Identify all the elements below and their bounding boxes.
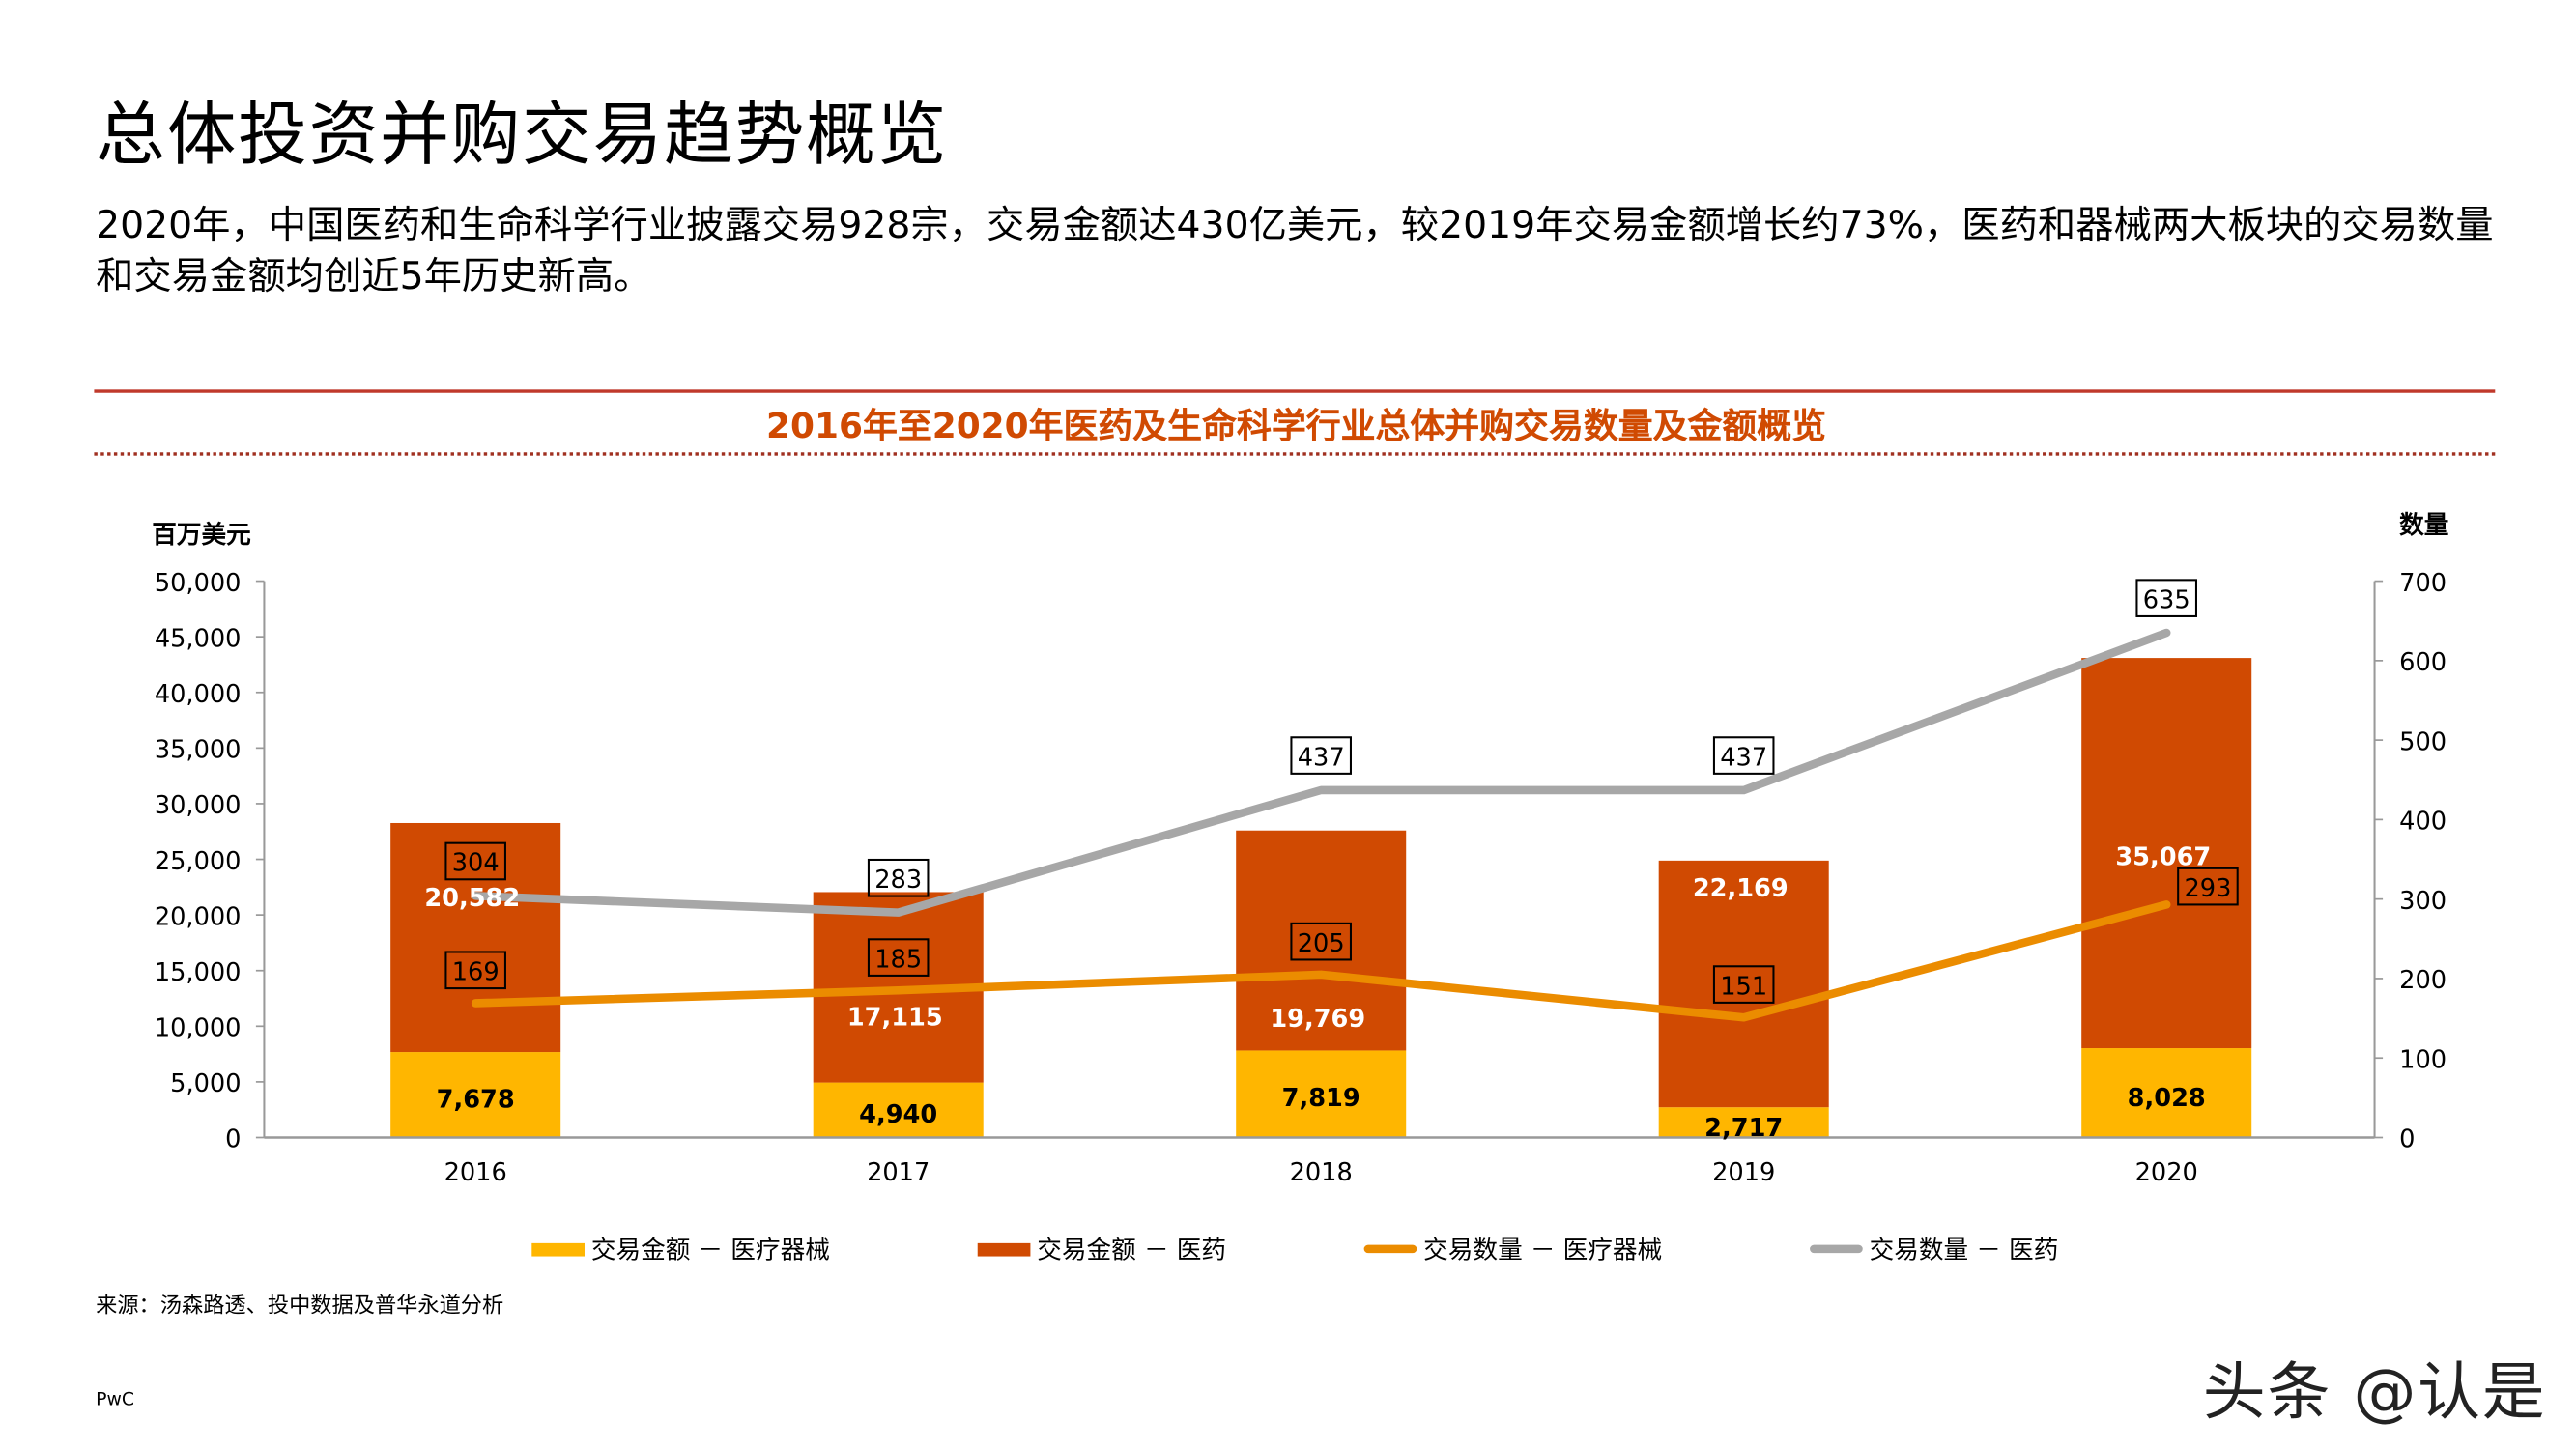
data-label-pharma: 17,115 (847, 1003, 943, 1032)
data-label-count-device-box (1290, 922, 1352, 961)
x-tick-label: 2018 (1290, 1158, 1353, 1187)
x-tick-label: 2017 (867, 1158, 930, 1187)
y-tick-label-right: 700 (2399, 569, 2447, 598)
data-label-count-pharma: 635 (2143, 585, 2190, 614)
legend-swatch (977, 1242, 1031, 1256)
y-axis-left-label: 百万美元 (152, 520, 251, 550)
data-label-pharma: 19,769 (1270, 1005, 1365, 1034)
y-tick-label-right: 100 (2399, 1045, 2447, 1074)
legend-label: 交易金额 － 医药 (1037, 1235, 1227, 1265)
page-title: 总体投资并购交易趋势概览 (96, 94, 948, 176)
data-label-count-device: 169 (452, 958, 500, 987)
divider-dotted (94, 452, 2496, 456)
x-tick-label: 2016 (444, 1158, 507, 1187)
data-label-count-device: 205 (1298, 929, 1345, 958)
y-tick-label-left: 15,000 (155, 958, 242, 987)
legend-item: 交易金额 － 医疗器械 (531, 1232, 830, 1266)
legend-item: 交易金额 － 医药 (977, 1232, 1227, 1266)
data-label-count-pharma: 304 (452, 849, 500, 878)
data-label-count-pharma-box (1712, 736, 1775, 775)
y-tick-label-left: 30,000 (155, 791, 242, 820)
data-label-pharma: 35,067 (2115, 843, 2211, 872)
bar-pharma-2016 (390, 822, 561, 1053)
y-tick-label-left: 5,000 (170, 1069, 241, 1098)
y-tick-label-right: 300 (2399, 887, 2447, 916)
x-tick-label: 2019 (1712, 1158, 1775, 1187)
data-label-count-pharma-box (867, 858, 930, 897)
chart-legend: 交易金额 － 医疗器械 交易金额 － 医药 交易数量 － 医疗器械 交易数量 － 医药 (0, 1232, 2576, 1271)
data-label-device: 8,028 (2128, 1084, 2206, 1113)
data-label-count-device: 293 (2184, 874, 2231, 903)
y-tick-label-right: 0 (2399, 1125, 2415, 1154)
y-tick-label-right: 600 (2399, 648, 2447, 677)
divider-red (94, 389, 2496, 393)
y-tick-label-left: 0 (225, 1125, 241, 1154)
data-label-count-device: 185 (874, 945, 922, 974)
data-label-device: 7,819 (1282, 1084, 1360, 1113)
bar-device-2016 (390, 1052, 561, 1138)
bar-device-2018 (1236, 1050, 1407, 1138)
bar-pharma-2019 (1658, 860, 1829, 1108)
footer-brand: PwC (96, 1388, 134, 1410)
legend-label: 交易数量 － 医疗器械 (1423, 1235, 1663, 1265)
data-label-count-device-box (444, 951, 506, 990)
data-label-pharma: 20,582 (424, 884, 520, 913)
data-label-pharma: 22,169 (1693, 874, 1789, 903)
data-label-count-pharma: 437 (1298, 743, 1345, 772)
legend-swatch (531, 1242, 585, 1256)
y-tick-label-left: 40,000 (155, 680, 242, 709)
line-count-pharma (471, 628, 2171, 917)
page-description: 2020年，中国医药和生命科学行业披露交易928宗，交易金额达430亿美元，较2… (96, 204, 2494, 299)
bar-device-2019 (1658, 1107, 1829, 1138)
bar-device-2017 (813, 1082, 984, 1138)
y-axis-right-label: 数量 (2399, 511, 2448, 540)
data-label-count-device-box (2177, 867, 2239, 906)
x-tick-label: 2020 (2135, 1158, 2198, 1187)
y-tick-label-left: 50,000 (155, 569, 242, 598)
data-label-count-pharma: 283 (874, 866, 922, 895)
data-label-count-device-box (867, 938, 930, 977)
data-label-count-pharma: 437 (1720, 743, 1767, 772)
watermark: 头条 @认是 (2202, 1355, 2547, 1429)
data-label-count-pharma-box (2135, 579, 2197, 617)
y-tick-label-right: 400 (2399, 808, 2447, 837)
data-label-count-device-box (1712, 965, 1775, 1004)
y-tick-label-left: 35,000 (155, 736, 242, 765)
y-tick-label-left: 45,000 (155, 624, 242, 653)
line-count-device (471, 900, 2171, 1022)
legend-item: 交易数量 － 医药 (1810, 1232, 2058, 1266)
y-tick-label-right: 500 (2399, 727, 2447, 756)
data-label-device: 2,717 (1704, 1114, 1783, 1143)
source-note: 来源：汤森路透、投中数据及普华永道分析 (96, 1294, 504, 1320)
y-tick-label-right: 200 (2399, 966, 2447, 995)
data-label-count-pharma-box (444, 841, 506, 881)
y-tick-label-left: 25,000 (155, 847, 242, 876)
y-tick-label-left: 20,000 (155, 902, 242, 931)
legend-item: 交易数量 － 医疗器械 (1363, 1232, 1663, 1266)
bar-pharma-2020 (2081, 658, 2252, 1049)
data-label-count-device: 151 (1720, 972, 1767, 1001)
legend-label: 交易数量 － 医药 (1869, 1235, 2059, 1265)
bar-device-2020 (2081, 1048, 2252, 1138)
data-label-count-pharma-box (1290, 736, 1352, 775)
data-label-device: 7,678 (437, 1086, 515, 1115)
y-tick-label-left: 10,000 (155, 1014, 242, 1043)
legend-swatch (1810, 1244, 1863, 1254)
data-label-device: 4,940 (859, 1100, 937, 1129)
bar-pharma-2018 (1236, 830, 1407, 1051)
chart-title: 2016年至2020年医药及生命科学行业总体并购交易数量及金额概览 (766, 406, 1827, 446)
legend-swatch (1363, 1244, 1417, 1254)
legend-label: 交易金额 － 医疗器械 (590, 1235, 830, 1265)
